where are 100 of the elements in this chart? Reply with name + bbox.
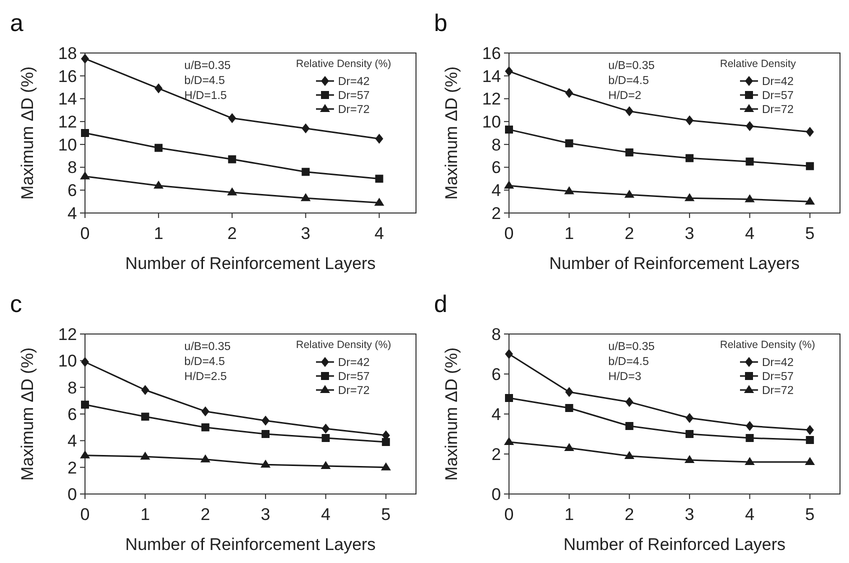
point bbox=[201, 406, 210, 416]
y-tick-label: 2 bbox=[68, 458, 77, 478]
x-tick-label: 2 bbox=[624, 224, 634, 243]
legend-label: Dr=57 bbox=[762, 371, 794, 384]
x-tick-label: 1 bbox=[154, 224, 164, 243]
point bbox=[806, 436, 814, 444]
point bbox=[744, 457, 755, 465]
y-axis-title: Maximum ΔD (%) bbox=[442, 66, 461, 200]
annotation: u/B=0.35 bbox=[608, 341, 655, 353]
x-tick-label: 5 bbox=[381, 505, 391, 524]
x-tick-label: 0 bbox=[504, 505, 514, 524]
point bbox=[262, 416, 270, 426]
chart-title: a bbox=[10, 10, 24, 37]
point bbox=[564, 443, 574, 451]
point bbox=[81, 357, 89, 367]
point bbox=[374, 198, 384, 206]
point bbox=[686, 154, 694, 162]
point bbox=[302, 168, 310, 176]
point bbox=[375, 134, 384, 144]
x-tick-label: 3 bbox=[260, 505, 270, 524]
legend-title: Relative Density (%) bbox=[296, 339, 392, 351]
legend-label: Dr=42 bbox=[338, 357, 370, 370]
point bbox=[686, 430, 694, 438]
y-tick-label: 4 bbox=[492, 404, 501, 424]
x-tick-label: 3 bbox=[300, 224, 310, 243]
annotation: u/B=0.35 bbox=[608, 60, 655, 72]
point bbox=[624, 190, 634, 198]
point bbox=[380, 462, 391, 470]
y-tick-label: 2 bbox=[492, 204, 501, 223]
point bbox=[300, 193, 311, 202]
point bbox=[806, 126, 814, 137]
point bbox=[228, 155, 236, 164]
y-tick-label: 10 bbox=[482, 112, 501, 132]
x-tick-label: 1 bbox=[140, 505, 150, 524]
y-tick-label: 4 bbox=[492, 181, 501, 200]
x-tick-label: 1 bbox=[564, 505, 574, 524]
point bbox=[80, 171, 90, 180]
y-tick-label: 4 bbox=[68, 204, 77, 223]
legend-label: Dr=57 bbox=[338, 90, 370, 102]
point bbox=[746, 421, 754, 431]
x-tick-label: 3 bbox=[684, 224, 694, 243]
x-tick-label: 4 bbox=[320, 505, 330, 524]
y-tick-label: 14 bbox=[482, 66, 501, 86]
y-tick-label: 10 bbox=[58, 135, 77, 154]
x-tick-label: 2 bbox=[624, 505, 634, 524]
point bbox=[302, 123, 310, 134]
y-axis-title: Maximum ΔD (%) bbox=[18, 66, 37, 200]
point bbox=[624, 451, 634, 459]
point bbox=[804, 457, 815, 465]
y-tick-label: 18 bbox=[58, 44, 77, 63]
annotation: b/D=4.5 bbox=[184, 356, 225, 368]
point bbox=[806, 425, 814, 435]
point bbox=[746, 434, 754, 442]
point bbox=[262, 430, 270, 438]
legend-label: Dr=72 bbox=[338, 104, 370, 116]
point bbox=[201, 423, 210, 432]
point bbox=[504, 180, 514, 189]
point bbox=[228, 113, 236, 124]
x-tick-label: 0 bbox=[80, 224, 90, 243]
point bbox=[686, 413, 694, 423]
x-tick-label: 2 bbox=[227, 224, 237, 243]
x-axis-title: Number of Reinforcement Layers bbox=[125, 535, 376, 554]
x-tick-label: 0 bbox=[80, 505, 90, 524]
point bbox=[686, 115, 694, 126]
x-tick-label: 4 bbox=[374, 224, 384, 243]
x-tick-label: 5 bbox=[805, 505, 815, 524]
point bbox=[565, 139, 574, 148]
legend-label: Dr=57 bbox=[338, 371, 370, 384]
x-axis-title: Number of Reinforced Layers bbox=[563, 535, 786, 554]
point bbox=[81, 129, 89, 137]
point bbox=[382, 438, 390, 446]
point bbox=[625, 397, 634, 407]
point bbox=[625, 422, 634, 430]
y-tick-label: 6 bbox=[68, 404, 77, 424]
point bbox=[260, 460, 271, 468]
y-axis-title: Maximum ΔD (%) bbox=[18, 347, 37, 481]
point bbox=[684, 193, 695, 202]
y-tick-label: 12 bbox=[482, 90, 501, 109]
y-tick-label: 0 bbox=[492, 484, 501, 504]
chart-title: c bbox=[10, 291, 22, 318]
legend-label: Dr=57 bbox=[762, 90, 794, 102]
point bbox=[565, 404, 574, 412]
legend-label: Dr=42 bbox=[338, 76, 370, 88]
y-tick-label: 4 bbox=[68, 432, 77, 451]
point bbox=[320, 461, 331, 469]
point bbox=[140, 452, 150, 460]
y-tick-label: 6 bbox=[492, 158, 501, 178]
point bbox=[684, 455, 695, 463]
x-tick-label: 3 bbox=[684, 505, 694, 524]
x-tick-label: 2 bbox=[200, 505, 210, 524]
y-axis-title: Maximum ΔD (%) bbox=[442, 347, 461, 481]
legend-label: Dr=72 bbox=[762, 104, 794, 116]
y-tick-label: 16 bbox=[482, 44, 501, 63]
point bbox=[505, 126, 513, 134]
y-tick-label: 0 bbox=[68, 484, 77, 504]
x-tick-label: 4 bbox=[744, 505, 754, 524]
point bbox=[200, 454, 210, 462]
point bbox=[625, 148, 634, 156]
x-tick-label: 4 bbox=[744, 224, 754, 243]
point bbox=[505, 66, 513, 76]
